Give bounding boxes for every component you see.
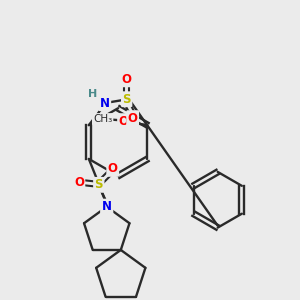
Text: O: O: [108, 162, 118, 176]
Text: O: O: [122, 73, 132, 86]
Text: O: O: [128, 112, 138, 124]
Text: N: N: [102, 200, 112, 213]
Text: S: S: [94, 178, 103, 191]
Text: H: H: [88, 89, 98, 99]
Text: S: S: [122, 93, 131, 106]
Text: N: N: [102, 200, 112, 213]
Text: N: N: [100, 97, 110, 110]
Text: O: O: [118, 115, 129, 128]
Text: CH₃: CH₃: [93, 114, 112, 124]
Text: O: O: [74, 176, 84, 189]
